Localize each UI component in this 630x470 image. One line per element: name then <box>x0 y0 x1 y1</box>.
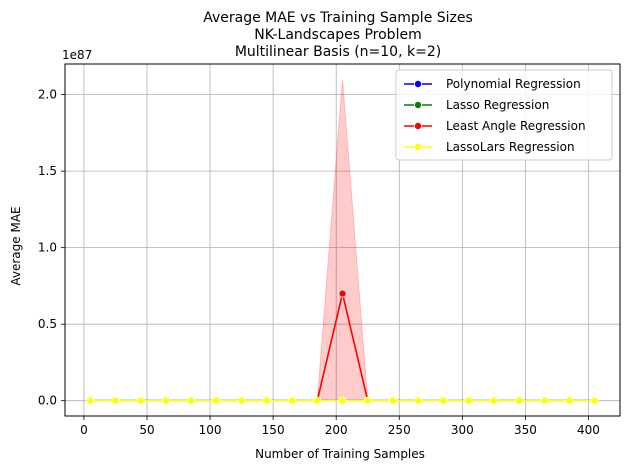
lassolars-regression-point <box>187 396 196 405</box>
x-tick-label: 350 <box>514 423 537 437</box>
lasso-regression-legend-label: Lasso Regression <box>446 98 549 112</box>
y-tick-label: 1.0 <box>38 241 57 255</box>
least-angle-regression-legend-marker <box>413 122 422 131</box>
x-tick-label: 50 <box>139 423 154 437</box>
x-axis-ticks: 0 50 100 150 200 250 300 350 400 <box>80 416 600 437</box>
lassolars-regression-point <box>414 396 423 405</box>
lassolars-regression-point <box>388 396 397 405</box>
x-tick-label: 400 <box>577 423 600 437</box>
lassolars-regression-point <box>489 396 498 405</box>
lassolars-regression-point <box>262 396 271 405</box>
lassolars-regression-point <box>540 396 549 405</box>
lassolars-regression-point <box>338 396 347 405</box>
least-angle-regression-point <box>338 289 347 298</box>
lassolars-regression-point <box>515 396 524 405</box>
x-tick-label: 300 <box>451 423 474 437</box>
x-tick-label: 0 <box>80 423 88 437</box>
legend: Polynomial Regression Lasso Regression Lea… <box>395 69 613 161</box>
lassolars-regression-point <box>590 396 599 405</box>
lassolars-regression-point <box>212 396 221 405</box>
least-angle-regression-band <box>316 79 369 402</box>
legend-box <box>395 69 613 161</box>
lassolars-regression-point <box>565 396 574 405</box>
series-markers <box>86 289 599 405</box>
x-tick-label: 200 <box>325 423 348 437</box>
lassolars-regression-point <box>86 396 95 405</box>
lassolars-regression-point <box>136 396 145 405</box>
x-tick-label: 250 <box>388 423 411 437</box>
least-angle-regression-legend-label: Least Angle Regression <box>446 119 586 133</box>
chart-title-line-2: NK-Landscapes Problem <box>254 27 421 43</box>
lassolars-regression-point <box>111 396 120 405</box>
y-tick-label: 1.5 <box>38 164 57 178</box>
y-tick-label: 0.0 <box>38 394 57 408</box>
x-tick-label: 100 <box>199 423 222 437</box>
polynomial-regression-legend-label: Polynomial Regression <box>446 77 581 91</box>
y-axis-offset-label: 1e87 <box>62 48 92 62</box>
polynomial-regression-legend-marker <box>413 80 422 89</box>
lassolars-regression-point <box>161 396 170 405</box>
y-axis-ticks: 0.0 0.5 1.0 1.5 2.0 <box>38 88 65 408</box>
lassolars-regression-point <box>363 396 372 405</box>
plot-area-frame <box>64 63 621 417</box>
chart-title-line-3: Multilinear Basis (n=10, k=2) <box>235 44 441 60</box>
confidence-bands <box>316 79 369 402</box>
y-tick-label: 2.0 <box>38 88 57 102</box>
lasso-regression-legend-marker <box>413 101 422 110</box>
y-axis-label: Average MAE <box>9 206 23 285</box>
chart-title-line-1: Average MAE vs Training Sample Sizes <box>203 10 473 26</box>
lassolars-regression-legend-marker <box>413 142 422 151</box>
lassolars-regression-legend-label: LassoLars Regression <box>446 140 575 154</box>
y-tick-label: 0.5 <box>38 317 57 331</box>
x-tick-label: 150 <box>262 423 285 437</box>
lassolars-regression-point <box>313 396 322 405</box>
lassolars-regression-point <box>288 396 297 405</box>
x-axis-label: Number of Training Samples <box>255 447 425 461</box>
lassolars-regression-point <box>237 396 246 405</box>
lassolars-regression-point <box>464 396 473 405</box>
lassolars-regression-point <box>439 396 448 405</box>
